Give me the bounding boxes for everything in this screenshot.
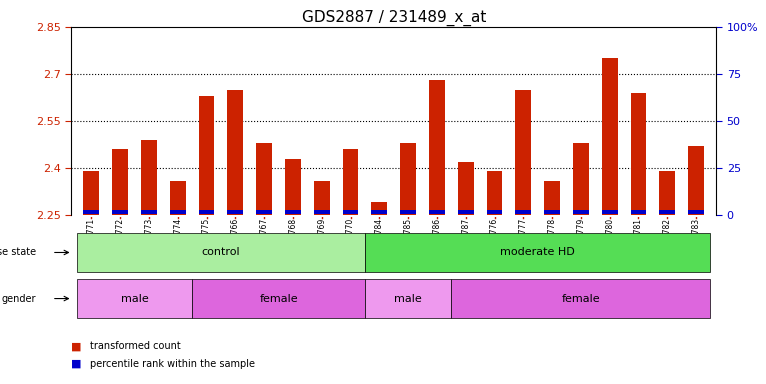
Bar	[516, 210, 531, 214]
Text: female: female	[259, 293, 298, 304]
Bar	[573, 210, 589, 214]
Text: GSM217769: GSM217769	[317, 217, 326, 264]
Text: GSM217771: GSM217771	[87, 217, 96, 264]
Text: GSM217772: GSM217772	[116, 217, 125, 264]
Bar	[314, 210, 329, 214]
Bar	[198, 96, 214, 215]
Text: GSM217774: GSM217774	[173, 217, 182, 264]
Text: GSM217768: GSM217768	[289, 217, 297, 264]
Text: ■: ■	[71, 341, 82, 351]
Bar	[141, 140, 157, 215]
Text: GSM217782: GSM217782	[663, 217, 672, 263]
Text: GSM217784: GSM217784	[375, 217, 384, 264]
Text: GSM217786: GSM217786	[433, 217, 441, 264]
Bar	[688, 210, 704, 214]
Title: GDS2887 / 231489_x_at: GDS2887 / 231489_x_at	[302, 9, 486, 25]
Bar	[458, 210, 473, 214]
Bar	[257, 210, 272, 214]
Bar	[400, 143, 416, 215]
Text: GSM217766: GSM217766	[231, 217, 240, 264]
Text: GSM217781: GSM217781	[634, 217, 643, 263]
Bar	[486, 210, 502, 214]
Text: disease state: disease state	[0, 247, 36, 258]
Text: GSM217775: GSM217775	[202, 217, 211, 264]
Bar	[365, 233, 710, 272]
Bar	[192, 279, 365, 318]
Bar	[170, 210, 185, 214]
Bar	[372, 210, 388, 214]
Bar	[688, 146, 704, 215]
Bar	[630, 210, 647, 214]
Bar	[451, 279, 710, 318]
Text: transformed count: transformed count	[90, 341, 181, 351]
Text: GSM217779: GSM217779	[576, 217, 585, 264]
Text: female: female	[561, 293, 601, 304]
Bar	[486, 171, 502, 215]
Text: GSM217785: GSM217785	[404, 217, 413, 264]
Text: GSM217783: GSM217783	[692, 217, 701, 264]
Bar	[342, 149, 358, 215]
Text: male: male	[394, 293, 422, 304]
Text: GSM217787: GSM217787	[461, 217, 470, 264]
Bar	[77, 279, 192, 318]
Bar	[429, 80, 445, 215]
Bar	[285, 210, 301, 214]
Bar	[365, 279, 451, 318]
Bar	[660, 171, 675, 215]
Bar	[198, 210, 214, 214]
Bar	[113, 210, 128, 214]
Text: control: control	[201, 247, 241, 258]
Bar	[573, 143, 589, 215]
Bar	[458, 162, 473, 215]
Bar	[516, 89, 531, 215]
Text: GSM217777: GSM217777	[519, 217, 528, 264]
Text: GSM217767: GSM217767	[260, 217, 269, 264]
Bar	[228, 210, 244, 214]
Bar	[314, 180, 329, 215]
Bar	[170, 180, 185, 215]
Bar	[400, 210, 416, 214]
Bar	[660, 210, 675, 214]
Bar	[630, 93, 647, 215]
Text: percentile rank within the sample: percentile rank within the sample	[90, 359, 255, 369]
Bar	[544, 180, 560, 215]
Bar	[602, 58, 617, 215]
Text: GSM217776: GSM217776	[490, 217, 499, 264]
Bar	[228, 89, 244, 215]
Bar	[544, 210, 560, 214]
Bar	[342, 210, 358, 214]
Bar	[77, 233, 365, 272]
Text: GSM217780: GSM217780	[605, 217, 614, 264]
Bar	[429, 210, 445, 214]
Text: ■: ■	[71, 359, 82, 369]
Text: GSM217770: GSM217770	[346, 217, 355, 264]
Text: GSM217778: GSM217778	[548, 217, 557, 264]
Bar	[257, 143, 272, 215]
Text: moderate HD: moderate HD	[500, 247, 575, 258]
Bar	[285, 159, 301, 215]
Bar	[141, 210, 157, 214]
Bar	[602, 210, 617, 214]
Bar	[83, 210, 100, 214]
Bar	[372, 202, 388, 215]
Text: gender: gender	[2, 293, 36, 304]
Bar	[113, 149, 128, 215]
Text: male: male	[121, 293, 149, 304]
Text: GSM217773: GSM217773	[145, 217, 153, 264]
Bar	[83, 171, 100, 215]
